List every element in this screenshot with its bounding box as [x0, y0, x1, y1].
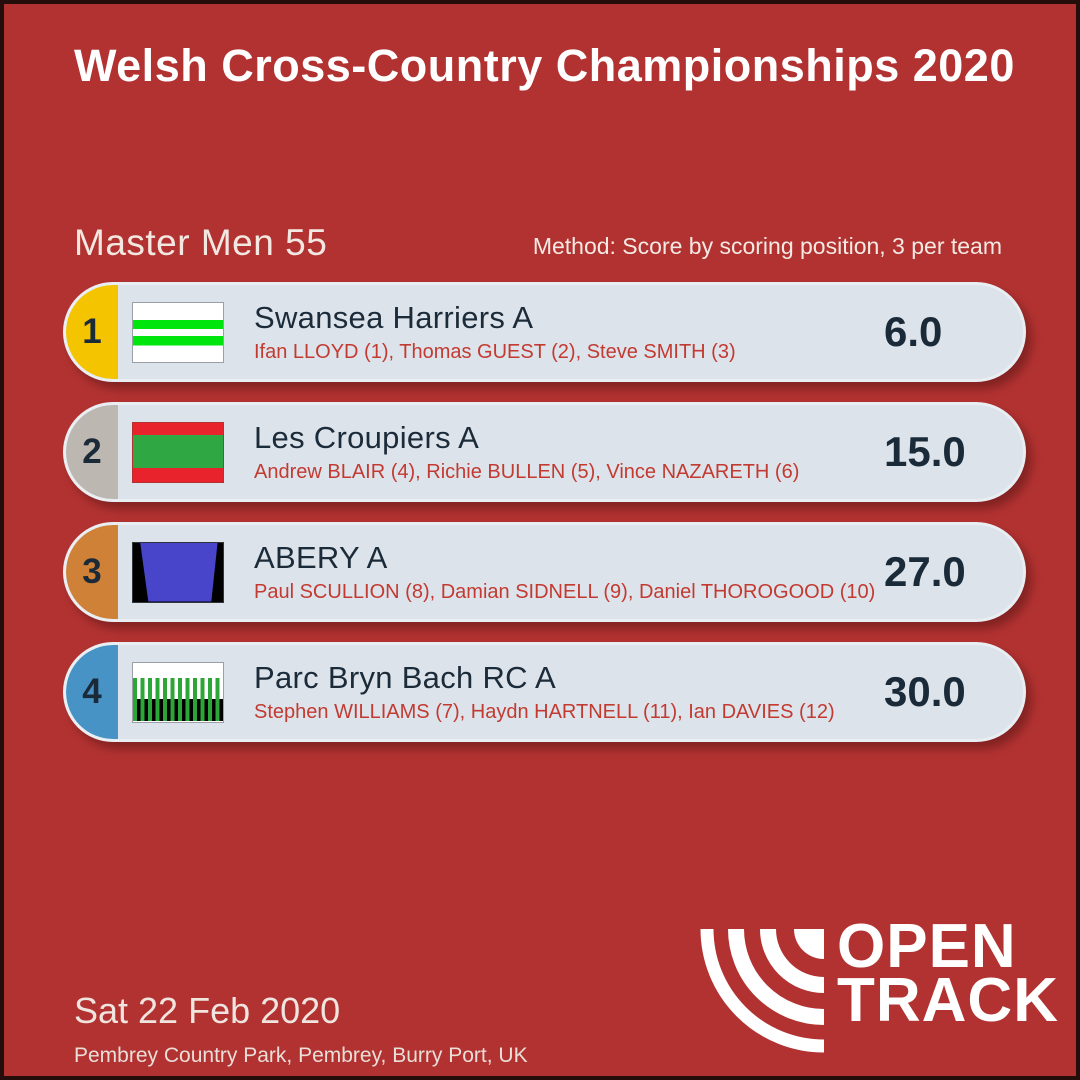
rank-badge-1: 1 [66, 285, 118, 379]
table-row-3: 3 ABERY A Paul SCULLION (8), Damian SIDN… [63, 522, 1026, 622]
team-score: 6.0 [884, 308, 943, 355]
team-score: 27.0 [884, 548, 966, 595]
opentrack-wordmark: OPEN TRACK [837, 912, 1059, 1035]
team-athletes: Ifan LLOYD (1), Thomas GUEST (2), Steve … [254, 340, 736, 363]
page-title: Welsh Cross-Country Championships 2020 [74, 40, 1015, 91]
team-name: Swansea Harriers A [254, 299, 534, 335]
team-athletes: Andrew BLAIR (4), Richie BULLEN (5), Vin… [254, 460, 800, 483]
team-name: Les Croupiers A [254, 419, 480, 455]
scoring-method-label: Method: Score by scoring position, 3 per… [532, 233, 1002, 259]
team-score: 30.0 [884, 668, 966, 715]
team-athletes: Paul SCULLION (8), Damian SIDNELL (9), D… [254, 580, 876, 603]
rank-badge-2: 2 [66, 405, 118, 499]
table-row-1: 1 Swansea Harriers A Ifan LLOYD (1), Tho… [63, 282, 1026, 382]
rank-badge-3: 3 [66, 525, 118, 619]
results-list: 1 Swansea Harriers A Ifan LLOYD (1), Tho… [63, 282, 1026, 762]
team-name: ABERY A [254, 539, 388, 575]
event-date: Sat 22 Feb 2020 [74, 990, 341, 1031]
table-row-2: 2 Les Croupiers A Andrew BLAIR (4), Rich… [63, 402, 1026, 502]
opentrack-logo: OPEN TRACK [697, 916, 1058, 1054]
rank-badge-4: 4 [66, 645, 118, 739]
swansea-harriers-flag-icon [132, 301, 224, 363]
opentrack-arcs-icon [700, 929, 824, 1053]
opentrack-word-track: TRACK [837, 966, 1059, 1035]
team-score: 15.0 [884, 428, 966, 475]
table-row-4: 4 Parc Bryn Bach RC A Stephen WILLIAMS (… [63, 642, 1026, 742]
parc-bryn-bach-flag-icon [132, 661, 224, 723]
team-name: Parc Bryn Bach RC A [254, 659, 557, 695]
opentrack-word-open: OPEN [837, 912, 1017, 981]
les-croupiers-flag-icon [132, 421, 224, 483]
event-venue: Pembrey Country Park, Pembrey, Burry Por… [74, 1044, 528, 1067]
event-name: Master Men 55 [74, 222, 328, 263]
abery-flag-icon [132, 541, 224, 603]
team-athletes: Stephen WILLIAMS (7), Haydn HARTNELL (11… [254, 700, 835, 723]
